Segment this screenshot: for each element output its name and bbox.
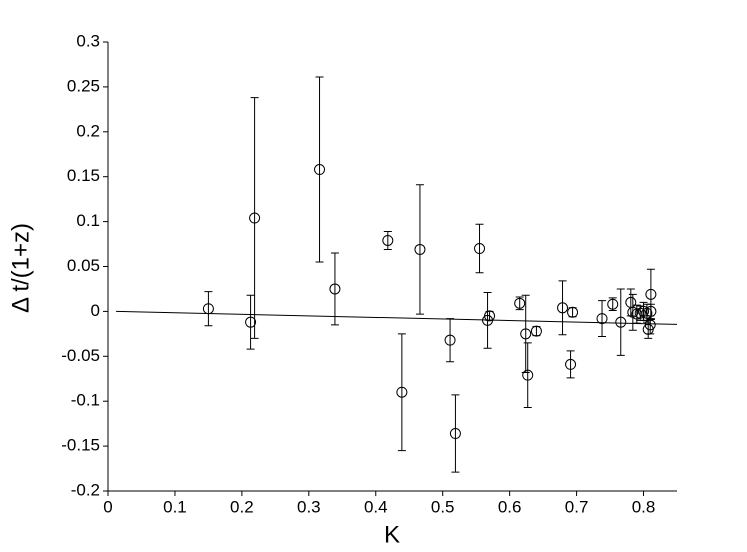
y-tick-label: -0.2	[71, 480, 100, 499]
point	[249, 212, 261, 224]
point	[607, 298, 619, 310]
error-bar	[204, 291, 213, 327]
error-bar	[566, 350, 575, 379]
point	[644, 319, 656, 331]
point	[645, 288, 657, 300]
y-tick-label: 0.05	[67, 256, 100, 275]
point	[414, 243, 426, 255]
point	[514, 297, 526, 309]
point	[520, 328, 532, 340]
error-bar	[383, 230, 392, 250]
y-tick-label: 0.15	[67, 166, 100, 185]
point	[565, 358, 577, 370]
error-bar	[415, 184, 424, 315]
error-bar	[515, 296, 524, 311]
point	[444, 334, 456, 346]
error-bar	[451, 394, 460, 473]
point	[596, 313, 608, 325]
point	[474, 243, 486, 255]
error-bar	[616, 288, 625, 356]
error-bar	[608, 297, 617, 312]
point	[396, 386, 408, 398]
x-tick-label: 0.6	[498, 497, 522, 516]
y-tick-label: -0.1	[71, 391, 100, 410]
point	[382, 234, 394, 246]
error-bar	[475, 223, 484, 274]
error-bar	[568, 307, 577, 318]
error-bar	[628, 293, 637, 331]
error-bar	[315, 76, 324, 263]
x-tick-label: 0.1	[163, 497, 187, 516]
y-tick-label: -0.15	[61, 436, 100, 455]
point	[557, 302, 569, 314]
y-tick-label: 0.25	[67, 76, 100, 95]
y-tick-label: 0.1	[76, 211, 100, 230]
error-bar	[250, 97, 259, 339]
fit-line	[116, 310, 678, 325]
error-bar	[626, 288, 635, 317]
point	[615, 316, 627, 328]
y-tick-label: 0	[91, 301, 100, 320]
error-bar	[246, 294, 255, 350]
y-tick-label: -0.05	[61, 346, 100, 365]
error-bar	[558, 280, 567, 336]
y-tick-label: 0.2	[76, 121, 100, 140]
point	[245, 316, 257, 328]
error-bar	[446, 318, 455, 363]
x-tick-label: 0.8	[632, 497, 656, 516]
point	[314, 164, 326, 176]
point	[522, 369, 534, 381]
x-tick-label: 0.5	[431, 497, 455, 516]
point	[484, 310, 496, 322]
error-bar	[523, 342, 532, 408]
y-axis-label: Δ t/(1+z)	[7, 223, 34, 313]
x-tick-label: 0.2	[230, 497, 254, 516]
error-bar	[397, 333, 406, 452]
error-bar	[330, 252, 339, 326]
x-tick-label: 0.4	[364, 497, 388, 516]
point	[449, 428, 461, 440]
error-bar	[532, 326, 541, 337]
point	[202, 303, 214, 315]
x-tick-label: 0	[103, 497, 112, 516]
point	[567, 306, 579, 318]
point	[329, 283, 341, 295]
x-tick-label: 0.7	[565, 497, 589, 516]
error-bar	[598, 300, 607, 338]
point	[530, 325, 542, 337]
x-tick-label: 0.3	[297, 497, 321, 516]
x-axis-label: K	[384, 521, 400, 548]
point	[645, 305, 657, 317]
y-tick-label: 0.3	[76, 31, 100, 50]
